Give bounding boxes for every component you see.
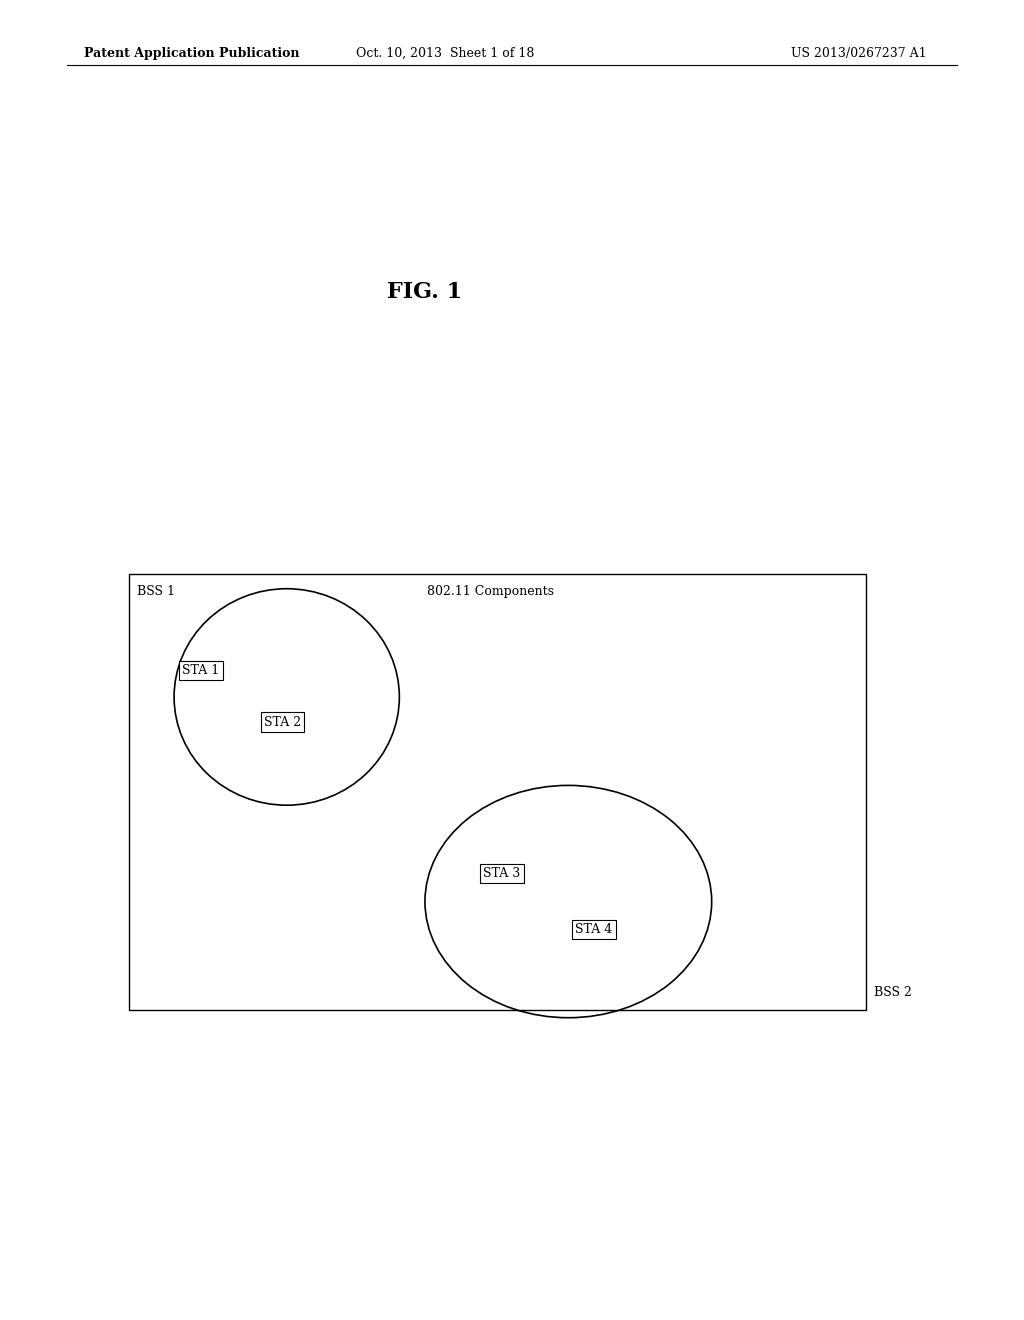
Text: US 2013/0267237 A1: US 2013/0267237 A1	[792, 46, 927, 59]
Text: Oct. 10, 2013  Sheet 1 of 18: Oct. 10, 2013 Sheet 1 of 18	[356, 46, 535, 59]
Text: Patent Application Publication: Patent Application Publication	[84, 46, 299, 59]
Text: 802.11 Components: 802.11 Components	[427, 585, 554, 598]
Text: STA 2: STA 2	[264, 715, 301, 729]
Bar	[129, 574, 866, 1010]
Text: BSS 2: BSS 2	[874, 986, 912, 999]
Text: STA 3: STA 3	[483, 867, 520, 880]
Text: FIG. 1: FIG. 1	[387, 281, 463, 302]
Text: STA 1: STA 1	[182, 664, 219, 677]
Text: BSS 1: BSS 1	[137, 585, 175, 598]
Text: STA 4: STA 4	[575, 923, 612, 936]
